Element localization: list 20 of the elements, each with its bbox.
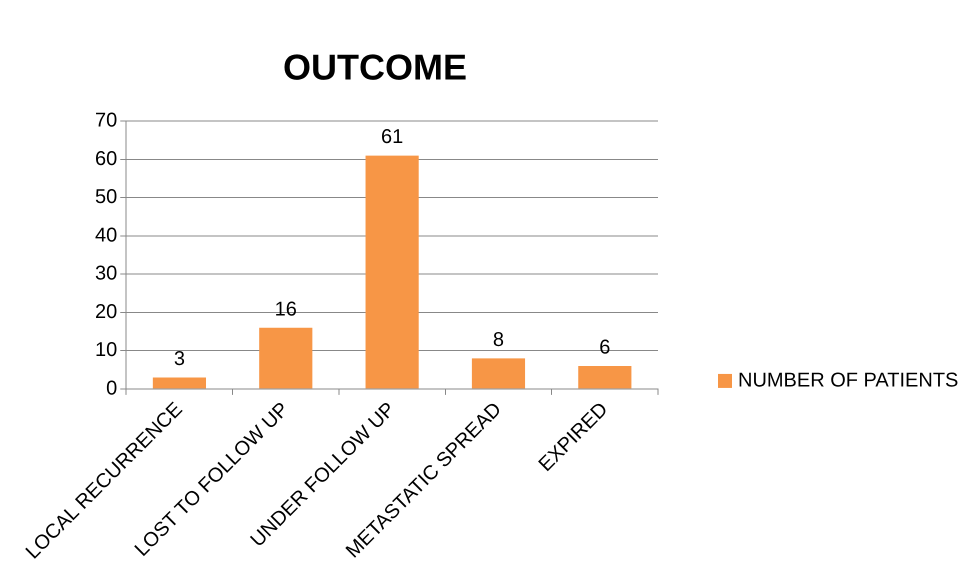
bar [366,156,419,388]
data-label: 6 [599,336,610,358]
bar [259,328,312,388]
data-label: 8 [492,328,504,351]
y-tick-label: 40 [94,224,118,246]
chart-title: OUTCOME [283,46,467,88]
bar [472,358,526,388]
data-label: 61 [381,126,404,148]
legend-label: NUMBER OF PATIENTS [738,369,958,392]
data-label: 16 [274,298,297,320]
y-tick-label: 50 [94,186,118,208]
y-tick-label: 20 [94,300,118,323]
y-tick-label: 0 [106,377,118,400]
data-label: 3 [174,348,185,370]
y-tick-label: 10 [94,339,118,362]
y-tick-label: 30 [94,262,118,285]
bar [578,366,632,388]
y-tick-label: 60 [94,148,118,170]
y-tick-label: 70 [94,110,118,132]
bar [152,377,206,388]
